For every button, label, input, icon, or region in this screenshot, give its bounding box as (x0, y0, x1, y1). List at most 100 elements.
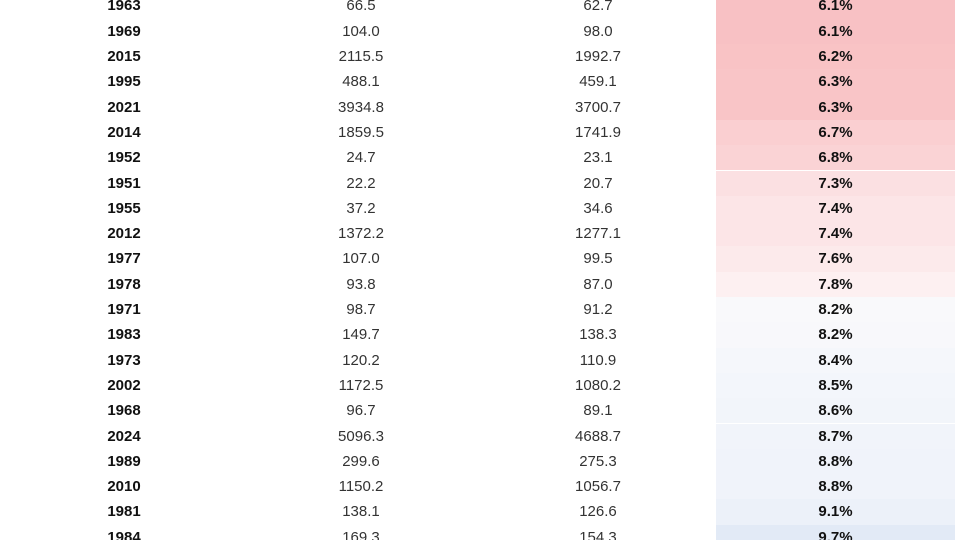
value-cell: 98.7 (346, 301, 376, 318)
value-cell: 5096.3 (338, 427, 384, 445)
table-row: 2015 2115.5 1992.7 6.2% (0, 44, 960, 70)
value-cell: 459.1 (579, 73, 617, 91)
table-row: 1971 98.7 91.2 8.2% (0, 297, 960, 323)
table-row: 2024 5096.3 4688.7 8.7% (0, 423, 960, 449)
percent-cell: 9.1% (716, 499, 955, 525)
year-cell: 1973 (107, 351, 141, 369)
value-cell: 488.1 (342, 73, 380, 91)
table-row: 1981 138.1 126.6 9.1% (0, 499, 960, 525)
percent-cell: 9.7% (716, 524, 955, 540)
value-cell: 1172.5 (338, 376, 384, 394)
year-cell: 1983 (107, 326, 141, 344)
value-cell: 20.7 (583, 174, 613, 192)
percent-cell: 8.4% (716, 347, 955, 373)
percent-cell: 8.7% (716, 423, 955, 449)
percent-cell: 8.8% (716, 474, 955, 500)
table-row: 2014 1859.5 1741.9 6.7% (0, 119, 960, 146)
year-cell: 2014 (107, 123, 141, 141)
year-cell: 2002 (107, 376, 141, 394)
year-cell: 2015 (107, 48, 141, 65)
table-row: 2012 1372.2 1277.1 7.4% (0, 221, 960, 247)
table-row: 1952 24.7 23.1 6.8% (0, 145, 960, 171)
value-cell: 3934.8 (338, 98, 384, 116)
table-row: 1951 22.2 20.7 7.3% (0, 170, 960, 196)
table-row: 1955 37.2 34.6 7.4% (0, 195, 960, 222)
table-row: 2002 1172.5 1080.2 8.5% (0, 372, 960, 399)
value-cell: 62.7 (583, 0, 613, 15)
value-cell: 1859.5 (338, 123, 384, 141)
year-cell: 1977 (107, 250, 141, 268)
value-cell: 1992.7 (575, 48, 621, 65)
value-cell: 299.6 (342, 452, 380, 470)
year-cell: 1952 (107, 149, 141, 167)
percent-cell: 7.4% (716, 221, 955, 247)
percent-cell: 7.4% (716, 195, 955, 222)
table-row: 1973 120.2 110.9 8.4% (0, 347, 960, 373)
year-cell: 1955 (107, 199, 141, 217)
value-cell: 138.3 (579, 326, 617, 344)
value-cell: 4688.7 (575, 427, 621, 445)
value-cell: 99.5 (583, 250, 613, 268)
year-cell: 1989 (107, 452, 141, 470)
year-cell: 1963 (107, 0, 141, 15)
value-cell: 1372.2 (338, 225, 384, 243)
table-row: 1969 104.0 98.0 6.1% (0, 18, 960, 44)
percent-cell: 6.1% (716, 18, 955, 44)
year-cell: 1978 (107, 275, 141, 293)
year-cell: 2021 (107, 98, 141, 116)
value-cell: 104.0 (342, 22, 380, 40)
percent-cell: 6.7% (716, 119, 955, 146)
percent-cell: 8.5% (716, 372, 955, 399)
year-cell: 2024 (107, 427, 141, 445)
value-cell: 275.3 (579, 452, 617, 470)
percent-cell: 7.3% (716, 170, 955, 196)
value-cell: 1056.7 (575, 478, 621, 496)
value-cell: 107.0 (342, 250, 380, 268)
value-cell: 93.8 (346, 275, 376, 293)
percent-cell: 6.3% (716, 94, 955, 120)
year-cell: 1984 (107, 528, 141, 540)
value-cell: 98.0 (583, 22, 613, 40)
year-cell: 1968 (107, 402, 141, 420)
percent-cell: 8.8% (716, 448, 955, 475)
year-cell: 2010 (107, 478, 141, 496)
value-cell: 1741.9 (575, 123, 621, 141)
value-cell: 91.2 (583, 301, 613, 318)
percent-cell: 8.2% (716, 297, 955, 323)
year-cell: 1969 (107, 22, 141, 40)
value-cell: 1080.2 (575, 376, 621, 394)
table-row: 1984 169.3 154.3 9.7% (0, 524, 960, 540)
value-cell: 2115.5 (338, 48, 384, 65)
value-cell: 96.7 (346, 402, 376, 420)
table-row: 1989 299.6 275.3 8.8% (0, 448, 960, 475)
table-row: 2021 3934.8 3700.7 6.3% (0, 94, 960, 120)
percent-cell: 6.1% (716, 0, 955, 19)
value-cell: 154.3 (579, 528, 617, 540)
value-cell: 66.5 (346, 0, 376, 15)
value-cell: 1150.2 (338, 478, 384, 496)
percent-cell: 6.2% (716, 44, 955, 70)
value-cell: 89.1 (583, 402, 613, 420)
year-cell: 1951 (107, 174, 141, 192)
value-cell: 169.3 (342, 528, 380, 540)
percent-cell: 6.3% (716, 69, 955, 95)
table-row: 1983 149.7 138.3 8.2% (0, 322, 960, 348)
table-row: 1978 93.8 87.0 7.8% (0, 271, 960, 297)
percent-cell: 7.6% (716, 246, 955, 272)
value-cell: 126.6 (579, 503, 617, 521)
value-cell: 110.9 (579, 351, 617, 369)
percent-cell: 8.2% (716, 322, 955, 348)
value-cell: 24.7 (346, 149, 376, 167)
table-row: 1963 66.5 62.7 6.1% (0, 0, 960, 19)
table-row: 1968 96.7 89.1 8.6% (0, 398, 960, 424)
value-cell: 149.7 (342, 326, 380, 344)
value-cell: 138.1 (342, 503, 380, 521)
year-cell: 2012 (107, 225, 141, 243)
value-cell: 37.2 (346, 199, 376, 217)
table-row: 1977 107.0 99.5 7.6% (0, 246, 960, 272)
value-cell: 23.1 (583, 149, 613, 167)
year-cell: 1995 (107, 73, 141, 91)
value-cell: 34.6 (583, 199, 613, 217)
value-cell: 120.2 (342, 351, 380, 369)
